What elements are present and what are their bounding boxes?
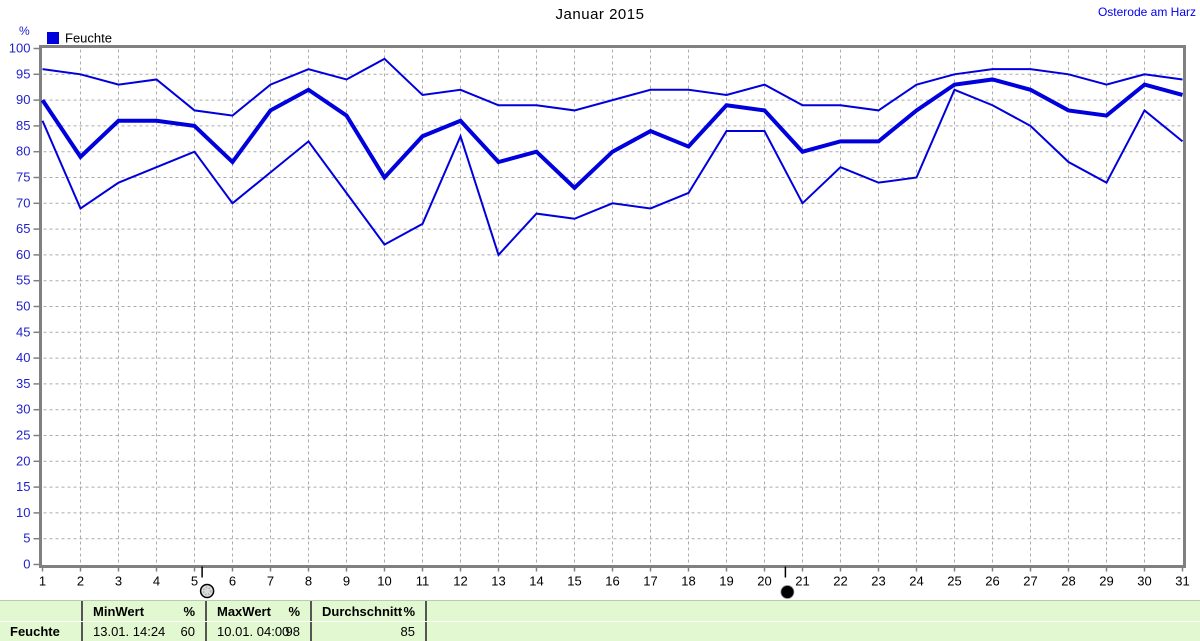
humidity-line-chart: 0510152025303540455055606570758085909510… [9, 41, 1190, 599]
x-tick-label: 1 [39, 574, 46, 589]
y-tick-label: 85 [16, 118, 30, 133]
humidity-min-line [41, 88, 1184, 257]
x-tick-label: 28 [1061, 574, 1075, 589]
row-label-cell: Feuchte [10, 624, 60, 639]
y-tick-label: 60 [16, 247, 30, 262]
durchschnitt-value-cell: 85 [400, 624, 415, 639]
humidity-max-line [42, 57, 1183, 117]
table-row-divider [0, 621, 1200, 622]
legend: Feuchte [47, 29, 112, 46]
x-tick-label: 30 [1137, 574, 1151, 589]
new-moon-icon [780, 585, 795, 599]
full-moon-icon-texture [202, 586, 212, 596]
y-tick-label: 55 [16, 273, 30, 288]
y-tick-label: 100 [9, 41, 31, 56]
minwert-value-cell: 13.01. 14:24 60 [93, 624, 195, 639]
x-tick-label: 3 [115, 574, 122, 589]
x-tick-label: 19 [719, 574, 733, 589]
chart-title: Januar 2015 [555, 6, 645, 23]
x-tick-label: 11 [416, 574, 430, 589]
x-tick-label: 12 [453, 574, 467, 589]
x-tick-label: 10 [377, 574, 391, 589]
durchschnitt-header-cell: Durchschnitt % [322, 604, 415, 619]
station-label: Osterode am Harz [1097, 5, 1196, 19]
table-header-row: MinWert % MaxWert % Durchschnitt % [0, 602, 1200, 621]
y-tick-label: 20 [16, 453, 30, 468]
maxwert-header-cell: MaxWert % [217, 604, 300, 619]
x-tick-label: 4 [153, 574, 160, 589]
x-tick-label: 7 [267, 574, 274, 589]
minwert-header-cell: MinWert % [93, 604, 195, 619]
y-tick-label: 40 [16, 350, 30, 365]
x-tick-label: 24 [909, 574, 923, 589]
y-tick-label: 65 [16, 221, 30, 236]
y-tick-label: 50 [16, 299, 30, 314]
full-moon-icon [199, 583, 215, 599]
x-tick-label: 2 [77, 574, 84, 589]
x-tick-label: 13 [491, 574, 505, 589]
table-value-row: Feuchte 13.01. 14:24 60 10.01. 04:00 98 … [0, 622, 1200, 641]
x-tick-label: 16 [605, 574, 619, 589]
x-tick-label: 14 [529, 574, 543, 589]
y-tick-label: 0 [23, 557, 30, 572]
y-tick-label: 35 [16, 376, 30, 391]
y-tick-label: 80 [16, 144, 30, 159]
y-axis-unit-label: % [19, 24, 30, 38]
y-tick-label: 5 [23, 531, 30, 546]
x-tick-label: 26 [985, 574, 999, 589]
x-tick-label: 8 [305, 574, 312, 589]
x-tick-label: 18 [681, 574, 695, 589]
humidity-avg-line [40, 77, 1184, 191]
x-tick-label: 29 [1099, 574, 1113, 589]
x-tick-label: 22 [833, 574, 847, 589]
x-tick-label: 15 [567, 574, 581, 589]
y-tick-label: 30 [16, 402, 30, 417]
y-tick-label: 25 [16, 428, 30, 443]
summary-table: MinWert % MaxWert % Durchschnitt % Feuch… [0, 600, 1200, 641]
legend-label: Feuchte [65, 30, 112, 46]
x-tick-label: 23 [871, 574, 885, 589]
y-tick-label: 15 [16, 479, 30, 494]
x-tick-label: 5 [191, 574, 198, 589]
y-tick-label: 75 [16, 170, 30, 185]
y-tick-label: 70 [16, 195, 30, 210]
x-tick-label: 27 [1023, 574, 1037, 589]
x-tick-label: 9 [343, 574, 350, 589]
x-tick-label: 25 [947, 574, 961, 589]
x-tick-label: 31 [1175, 574, 1189, 589]
x-tick-label: 17 [643, 574, 657, 589]
x-tick-label: 21 [795, 574, 809, 589]
x-tick-label: 20 [757, 574, 771, 589]
x-tick-label: 6 [229, 574, 236, 589]
y-tick-label: 95 [16, 66, 30, 81]
y-tick-label: 10 [16, 505, 30, 520]
legend-color-swatch-icon [47, 31, 59, 44]
y-tick-label: 90 [16, 92, 30, 107]
maxwert-value-cell: 10.01. 04:00 98 [217, 624, 300, 639]
y-tick-label: 45 [16, 324, 30, 339]
